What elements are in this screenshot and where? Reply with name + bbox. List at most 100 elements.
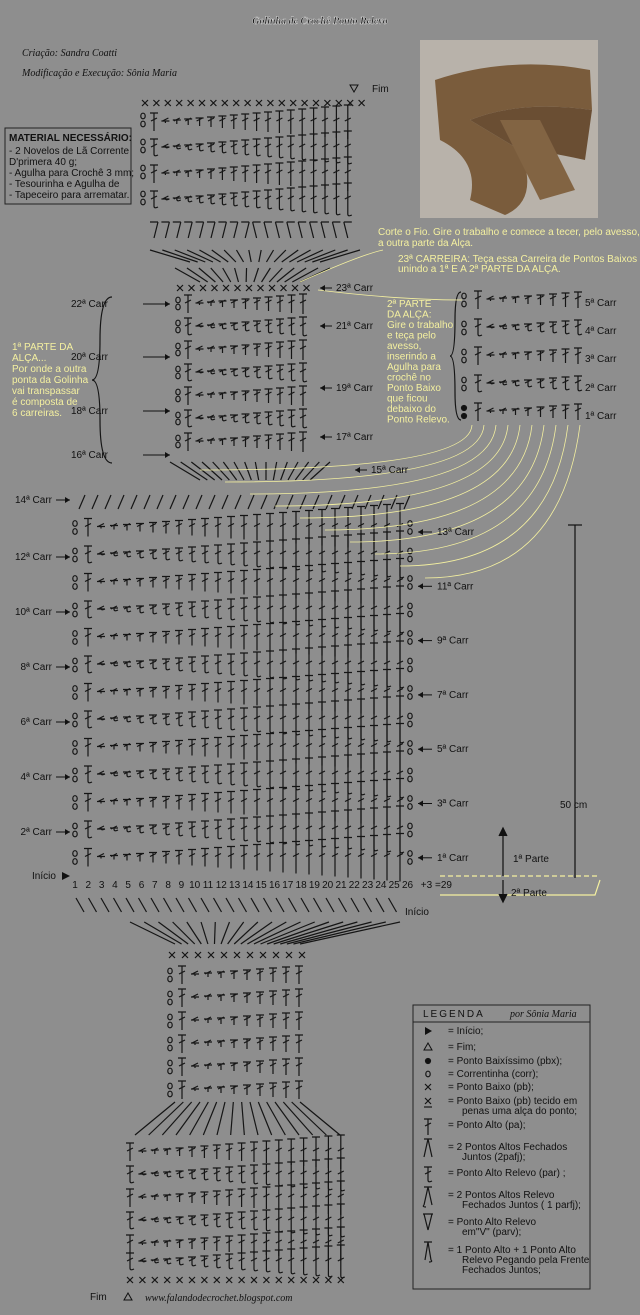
stitch (97, 687, 105, 694)
annotation: Ponto Relevo. (387, 415, 450, 426)
chain (461, 300, 467, 308)
stitch (150, 1216, 160, 1223)
chain (167, 967, 173, 975)
stitch (252, 112, 261, 131)
chain (175, 388, 181, 396)
stitch (217, 993, 225, 1001)
stitch (243, 969, 251, 980)
stitch (230, 1039, 238, 1048)
stitch (253, 733, 261, 761)
photo (420, 40, 598, 218)
stitch (195, 391, 204, 397)
stitch (184, 117, 193, 125)
inicio-label: Início (32, 871, 56, 882)
chain (407, 657, 413, 665)
stitch (253, 596, 262, 623)
stitch (84, 600, 93, 619)
stitch (188, 1215, 197, 1226)
stitch (110, 577, 118, 585)
stitch (244, 461, 252, 481)
stitch (195, 494, 203, 510)
stitch (191, 1016, 199, 1022)
stitch (164, 99, 172, 107)
stitch (214, 791, 222, 813)
arrow-head (320, 323, 325, 329)
stitch (84, 517, 92, 537)
stitch (214, 571, 222, 593)
stitch (217, 970, 225, 978)
stitch (268, 267, 283, 283)
stitch (282, 1101, 314, 1136)
stitch (175, 547, 184, 562)
row-label: 3ª Carr (437, 799, 469, 810)
stitch (300, 897, 310, 913)
arrow-head (418, 529, 423, 535)
stitch (217, 1016, 225, 1024)
stitch (536, 350, 545, 361)
stitch (207, 299, 215, 306)
stitch (253, 921, 301, 945)
stitch (191, 1062, 199, 1068)
stitch (162, 823, 171, 836)
row-label: 7ª Carr (437, 690, 469, 701)
stitch (214, 544, 223, 565)
stitch (292, 565, 300, 599)
stitch (254, 461, 260, 481)
stitch (200, 1276, 208, 1284)
stitch (337, 897, 348, 913)
chain (407, 858, 413, 865)
stitch (325, 494, 333, 510)
stitch (97, 770, 106, 776)
stitch (549, 405, 557, 418)
stitch (220, 921, 231, 945)
stitch (161, 221, 170, 239)
stitch (256, 1037, 264, 1050)
stitch (281, 249, 299, 263)
chain (407, 775, 413, 783)
chain (72, 740, 78, 747)
stitch (195, 414, 204, 420)
stitch (227, 625, 235, 649)
stitch (266, 99, 274, 107)
stitch (184, 386, 192, 405)
stitch (225, 1235, 234, 1252)
stitch (337, 1276, 345, 1284)
part-label: 2ª Parte (511, 888, 547, 899)
stitch (184, 169, 193, 177)
stitch (163, 1193, 172, 1201)
stitch (312, 1246, 321, 1277)
stitch (324, 1276, 332, 1284)
stitch (299, 494, 307, 510)
stitch (149, 769, 158, 780)
stitch (227, 570, 235, 594)
stitch (163, 1239, 172, 1247)
stitch (253, 366, 262, 379)
fim-label: Fim (372, 84, 389, 95)
stitch (276, 318, 285, 335)
stitch (123, 522, 131, 531)
stitch (299, 1247, 308, 1276)
chain (167, 1082, 173, 1090)
stitch (264, 111, 272, 132)
stitch (150, 1193, 159, 1200)
chain (72, 850, 78, 857)
guide-curve (399, 424, 569, 567)
stitch (175, 739, 183, 755)
arrow-head (320, 285, 325, 291)
legend-box (412, 1004, 591, 1290)
chain (72, 858, 78, 865)
stitch (335, 99, 343, 107)
stitch (225, 897, 235, 913)
chain (407, 555, 413, 563)
stitch (189, 1101, 209, 1136)
legend-text: = Ponto Alto Relevo (par) ; (448, 1168, 566, 1179)
stitch (162, 795, 170, 809)
stitch (331, 837, 339, 877)
stitch (257, 284, 264, 292)
stitch (524, 323, 533, 332)
stitch (549, 349, 557, 362)
chain (175, 395, 181, 403)
stitch (204, 970, 212, 977)
stitch (276, 410, 285, 427)
